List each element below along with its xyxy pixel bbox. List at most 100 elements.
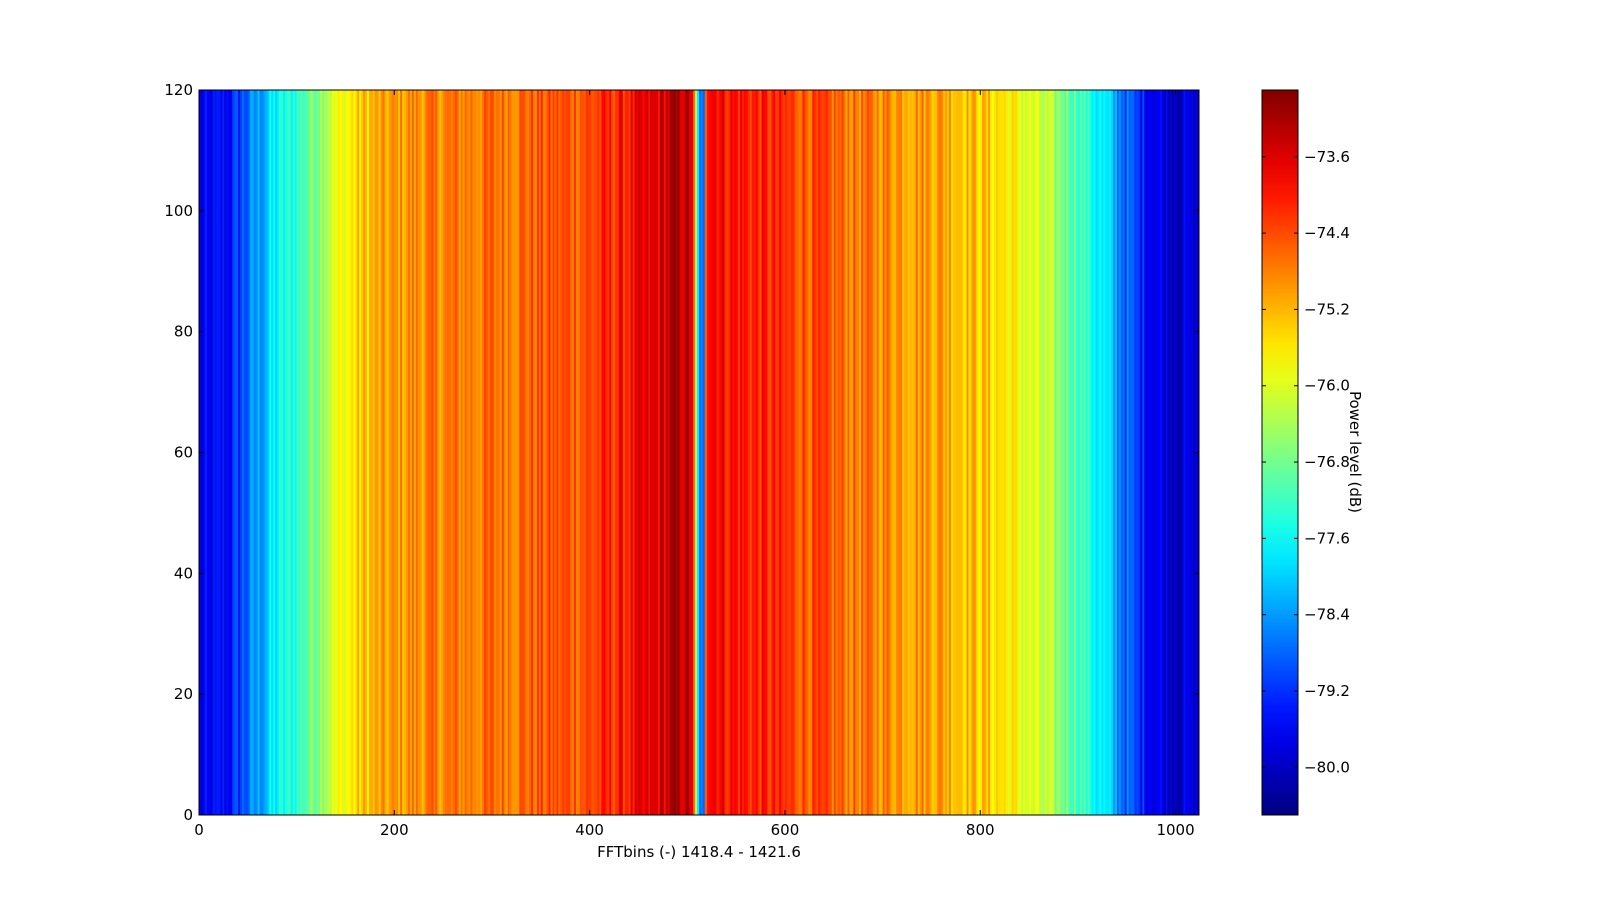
- heatmap-bin: [224, 90, 227, 815]
- heatmap-bin: [1056, 90, 1059, 815]
- heatmap-bin: [937, 90, 940, 815]
- heatmap-bin: [1126, 90, 1130, 815]
- heatmap-bin: [409, 90, 413, 815]
- heatmap-bin: [697, 90, 700, 815]
- heatmap-bin: [857, 90, 860, 815]
- heatmap-bin: [945, 90, 948, 815]
- heatmap-bin: [322, 90, 325, 815]
- heatmap-bin: [1095, 90, 1098, 815]
- heatmap-bin: [402, 90, 405, 815]
- heatmap-bin: [298, 90, 301, 815]
- heatmap-bin: [706, 90, 710, 815]
- heatmap-bin: [347, 90, 350, 815]
- heatmap-bin: [1130, 90, 1133, 815]
- heatmap-bin: [550, 90, 553, 815]
- heatmap-bin: [855, 90, 858, 815]
- heatmap-bin: [939, 90, 942, 815]
- heatmap-bin: [743, 90, 747, 815]
- heatmap-bin: [316, 90, 319, 815]
- heatmap-bin: [378, 90, 382, 815]
- heatmap-bin: [722, 90, 725, 815]
- heatmap-bin: [894, 90, 897, 815]
- heatmap-bin: [261, 90, 264, 815]
- heatmap-bin: [421, 90, 425, 815]
- heatmap-bin: [450, 90, 454, 815]
- x-axis-label: FFTbins (-) 1418.4 - 1421.6: [597, 843, 801, 861]
- heatmap-bin: [556, 90, 559, 815]
- heatmap-bin: [638, 90, 641, 815]
- heatmap-bin: [988, 90, 991, 815]
- heatmap-bin: [476, 90, 479, 815]
- heatmap-bin: [468, 90, 471, 815]
- heatmap-bin: [952, 90, 956, 815]
- heatmap-bin: [771, 90, 774, 815]
- heatmap-bin: [615, 90, 618, 815]
- heatmap-bin: [1183, 90, 1186, 815]
- colorbar-ticks: −73.6 −74.4 −75.2 −76.0 −76.8 −77.6 −78.4 −79.2…: [1262, 148, 1350, 776]
- heatmap-bin: [341, 90, 344, 815]
- heatmap-bin: [232, 90, 235, 815]
- heatmap-bin: [288, 90, 292, 815]
- heatmap-bin: [888, 90, 891, 815]
- heatmap-bin: [355, 90, 358, 815]
- heatmap-bin: [925, 90, 928, 815]
- heatmap-bin: [882, 90, 885, 815]
- heatmap-bin: [331, 90, 335, 815]
- heatmap-bin: [931, 90, 934, 815]
- heatmap-bin: [234, 90, 237, 815]
- heatmap-bin: [863, 90, 866, 815]
- heatmap-bin: [388, 90, 391, 815]
- heatmap-bin: [827, 90, 831, 815]
- heatmap-bin: [249, 90, 253, 815]
- heatmap-bin: [1113, 90, 1116, 815]
- heatmap-bin: [439, 90, 442, 815]
- heatmap-bin: [1044, 90, 1048, 815]
- heatmap-bin: [269, 90, 272, 815]
- heatmap-bin: [359, 90, 362, 815]
- heatmap-bin: [1179, 90, 1182, 815]
- heatmap-bin: [314, 90, 317, 815]
- heatmap-bin: [644, 90, 647, 815]
- heatmap-bin: [740, 90, 743, 815]
- heatmap-bin: [599, 90, 602, 815]
- heatmap-bin: [710, 90, 714, 815]
- heatmap-bin: [671, 90, 675, 815]
- heatmap-bin: [927, 90, 930, 815]
- heatmap-bin: [886, 90, 889, 815]
- heatmap-bin: [730, 90, 733, 815]
- heatmap-bin: [398, 90, 401, 815]
- heatmap-bin: [542, 90, 546, 815]
- x-tick-label: 0: [194, 821, 204, 839]
- y-axis-ticks: 0 20 40 60 80 100 120: [164, 81, 1199, 824]
- heatmap-bin: [329, 90, 333, 815]
- heatmap-bin: [1101, 90, 1104, 815]
- heatmap-bin: [866, 90, 870, 815]
- heatmap-bin: [909, 90, 913, 815]
- heatmap-bin: [853, 90, 856, 815]
- heatmap-bin: [275, 90, 278, 815]
- heatmap-bin: [648, 90, 651, 815]
- heatmap-bin: [552, 90, 555, 815]
- heatmap-bin: [312, 90, 315, 815]
- heatmap-bin: [345, 90, 348, 815]
- heatmap-bin: [884, 90, 887, 815]
- heatmap-bin: [816, 90, 819, 815]
- heatmap-bin: [464, 90, 467, 815]
- heatmap-bin: [681, 90, 684, 815]
- heatmap-bin: [554, 90, 557, 815]
- heatmap-bin: [1074, 90, 1077, 815]
- heatmap-bin: [1118, 90, 1122, 815]
- heatmap-bin: [814, 90, 817, 815]
- heatmap-bin: [503, 90, 507, 815]
- heatmap-bin: [351, 90, 354, 815]
- heatmap-bin: [868, 90, 872, 815]
- heatmap-bin: [865, 90, 868, 815]
- heatmap-bin: [220, 90, 223, 815]
- heatmap-bin: [1031, 90, 1034, 815]
- heatmap-bin: [1156, 90, 1159, 815]
- heatmap-bin: [972, 90, 975, 815]
- heatmap-bin: [300, 90, 303, 815]
- heatmap-bin: [470, 90, 473, 815]
- heatmap-bin: [849, 90, 852, 815]
- heatmap-bin: [767, 90, 770, 815]
